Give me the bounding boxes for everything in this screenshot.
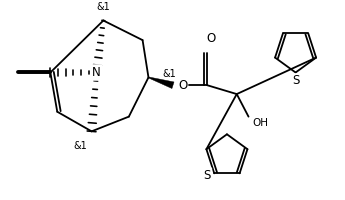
Text: OH: OH	[253, 118, 268, 128]
Text: O: O	[207, 32, 216, 45]
Text: &1: &1	[162, 69, 176, 79]
Text: O: O	[178, 79, 187, 92]
Text: S: S	[204, 169, 211, 182]
Text: S: S	[292, 74, 299, 87]
Polygon shape	[18, 72, 50, 73]
Text: &1: &1	[97, 2, 110, 12]
Polygon shape	[148, 77, 174, 89]
Text: &1: &1	[73, 141, 87, 151]
Text: N: N	[92, 66, 101, 79]
